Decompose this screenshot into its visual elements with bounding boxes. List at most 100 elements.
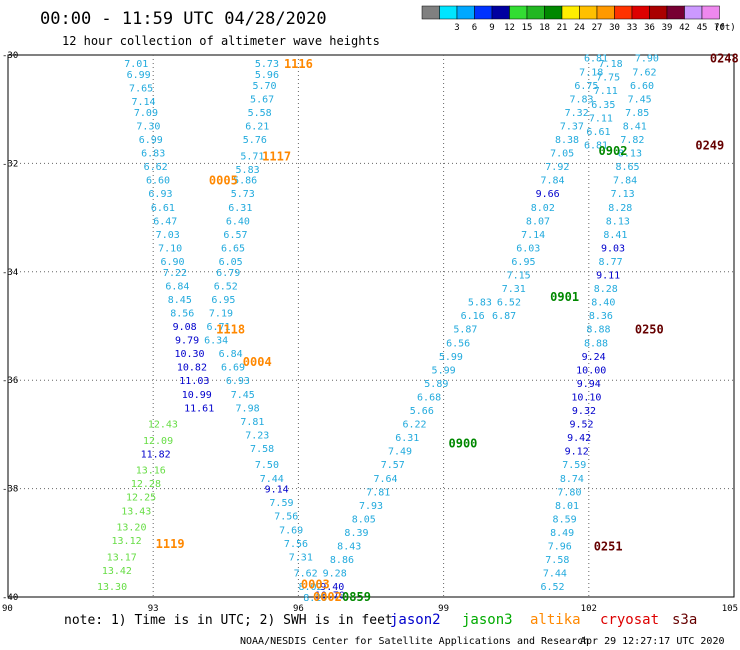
swh-label: 6.93 [148, 189, 172, 200]
swh-label: 7.22 [163, 268, 187, 279]
swh-label: 7.59 [269, 498, 293, 509]
colorbar-swatch [631, 5, 650, 20]
swh-label: 8.01 [555, 501, 579, 512]
colorbar-swatch [526, 5, 545, 20]
pass-label: 0004 [243, 355, 272, 369]
colorbar-tick-label: 33 [627, 23, 638, 33]
swh-label: 7.50 [255, 460, 279, 471]
x-tick-label: 90 [2, 604, 13, 614]
swh-label: 6.60 [630, 81, 654, 92]
swh-label: 7.23 [245, 430, 269, 441]
credit-text: NOAA/NESDIS Center for Satellite Applica… [240, 636, 589, 647]
swh-label: 7.32 [565, 108, 589, 119]
swh-label: 9.24 [582, 352, 606, 363]
swh-label: 7.49 [388, 447, 412, 458]
legend-altika: altika [530, 612, 581, 628]
pass-label: 1116 [284, 57, 313, 71]
colorbar-tick-label: 42 [679, 23, 690, 33]
plot-area [7, 54, 735, 598]
swh-label: 6.84 [219, 349, 243, 360]
swh-label: 9.94 [577, 379, 601, 390]
swh-label: 10.30 [174, 349, 204, 360]
pass-label: 0859 [342, 590, 371, 604]
swh-label: 6.60 [146, 176, 170, 187]
swh-label: 7.56 [284, 539, 308, 550]
swh-label: 9.11 [596, 271, 620, 282]
swh-label: 8.36 [589, 311, 613, 322]
legend-jason3: jason3 [462, 612, 513, 628]
swh-label: 8.07 [526, 216, 550, 227]
swh-label: 8.38 [555, 135, 579, 146]
swh-label: 7.80 [557, 487, 581, 498]
colorbar-unit: (ft) [714, 23, 736, 33]
swh-label: 6.16 [461, 311, 485, 322]
colorbar-swatch [649, 5, 668, 20]
pass-label: 0902 [599, 144, 628, 158]
x-tick-label: 93 [148, 604, 159, 614]
swh-label: 7.57 [381, 460, 405, 471]
colorbar-swatch [579, 5, 598, 20]
y-tick-label: -40 [2, 593, 18, 603]
legend-jason2: jason2 [390, 612, 441, 628]
colorbar-swatch [421, 5, 440, 20]
swh-label: 9.14 [265, 485, 289, 496]
colorbar-tick-label: 70 [714, 23, 725, 33]
swh-label: 6.52 [497, 298, 521, 309]
colorbar-tick-label: 30 [609, 23, 620, 33]
swh-label: 6.90 [161, 257, 185, 268]
y-tick-label: -36 [2, 376, 18, 386]
swh-label: 7.30 [136, 121, 160, 132]
swh-label: 7.59 [562, 460, 586, 471]
swh-label: 8.86 [330, 555, 354, 566]
swh-label: 8.41 [623, 121, 647, 132]
swh-label: 5.76 [243, 135, 267, 146]
swh-label: 6.65 [221, 243, 245, 254]
swh-label: 8.39 [344, 528, 368, 539]
swh-label: 7.96 [548, 542, 572, 553]
pass-label: 0251 [594, 540, 623, 554]
colorbar-swatch [701, 5, 720, 20]
swh-label: 9.42 [567, 433, 591, 444]
swh-label: 8.65 [615, 162, 639, 173]
pass-label: 0249 [695, 138, 724, 152]
swh-label: 7.85 [625, 108, 649, 119]
chart-subtitle: 12 hour collection of altimeter wave hei… [62, 34, 380, 48]
swh-label: 7.44 [543, 569, 567, 580]
swh-label: 7.14 [131, 97, 155, 108]
swh-label: 5.83 [468, 298, 492, 309]
swh-label: 7.37 [560, 121, 584, 132]
swh-label: 7.19 [209, 308, 233, 319]
y-tick-label: -38 [2, 485, 18, 495]
timestamp-text: Apr 29 12:27:17 UTC 2020 [580, 636, 725, 647]
swh-label: 10.70 [315, 590, 345, 601]
swh-label: 10.10 [571, 392, 601, 403]
swh-label: 5.89 [424, 379, 448, 390]
swh-label: 6.81 [584, 54, 608, 65]
colorbar-swatch [666, 5, 685, 20]
swh-label: 7.18 [599, 59, 623, 70]
data-labels: 5.735.965.705.675.586.215.765.715.835.86… [97, 54, 659, 604]
swh-label: 7.84 [540, 176, 564, 187]
x-tick-label: 96 [293, 604, 304, 614]
chart-title: 00:00 - 11:59 UTC 04/28/2020 [40, 9, 327, 29]
swh-label: 6.40 [226, 216, 250, 227]
swh-label: 7.62 [632, 67, 656, 78]
colorbar-tick-label: 21 [557, 23, 568, 33]
swh-label: 6.03 [516, 243, 540, 254]
swh-label: 10.00 [576, 365, 606, 376]
swh-label: 5.99 [439, 352, 463, 363]
swh-label: 5.83 [236, 165, 260, 176]
pass-label: 0005 [209, 174, 238, 188]
swh-label: 7.75 [596, 73, 620, 84]
swh-label: 7.98 [236, 403, 260, 414]
swh-label: 7.11 [594, 86, 618, 97]
swh-label: 5.96 [255, 70, 279, 81]
x-tick-label: 99 [438, 604, 449, 614]
colorbar-tick-label: 36 [644, 23, 655, 33]
swh-label: 6.95 [511, 257, 535, 268]
colorbar-swatch [561, 5, 580, 20]
swh-label: 10.82 [177, 363, 207, 374]
pass-label: 0248 [710, 52, 739, 66]
swh-label: 6.34 [204, 336, 228, 347]
